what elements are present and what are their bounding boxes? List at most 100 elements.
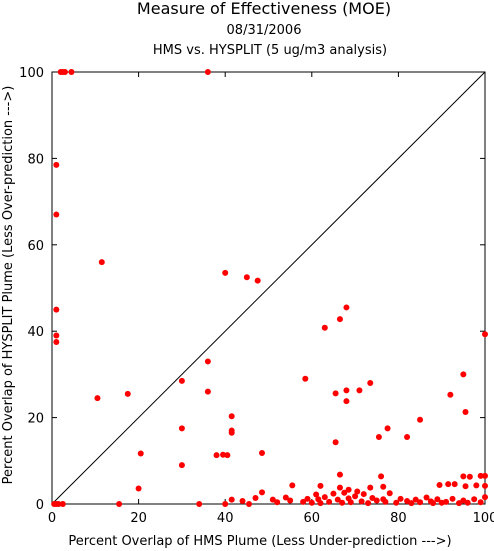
data-point xyxy=(68,69,75,75)
data-point xyxy=(336,316,343,323)
data-point xyxy=(259,489,266,496)
data-points xyxy=(51,69,488,507)
data-point xyxy=(269,496,276,503)
x-tick-label: 100 xyxy=(473,511,494,526)
data-point xyxy=(367,484,374,491)
data-point xyxy=(462,408,469,415)
data-point xyxy=(423,494,430,501)
data-point xyxy=(460,473,467,480)
data-point xyxy=(378,473,385,480)
data-point xyxy=(347,499,354,506)
data-point xyxy=(53,332,60,339)
data-point xyxy=(482,472,488,479)
data-point xyxy=(289,482,296,489)
data-point xyxy=(116,501,123,507)
data-point xyxy=(204,358,211,365)
data-point xyxy=(462,483,469,490)
data-point xyxy=(55,501,62,507)
data-point xyxy=(436,481,443,488)
data-point xyxy=(334,496,341,503)
data-point xyxy=(53,339,60,345)
data-point xyxy=(282,494,289,501)
data-point xyxy=(336,484,343,491)
data-point xyxy=(471,496,478,503)
data-point xyxy=(354,488,361,495)
data-point xyxy=(228,496,235,503)
x-axis-label: Percent Overlap of HMS Plume (Less Under… xyxy=(68,534,451,549)
data-point xyxy=(417,416,424,423)
data-point xyxy=(61,69,68,75)
data-point xyxy=(336,471,343,478)
plot-frame xyxy=(51,71,486,505)
data-point xyxy=(482,494,488,501)
x-tick-label: 60 xyxy=(304,511,321,526)
data-point xyxy=(339,499,346,506)
data-point xyxy=(326,498,333,505)
data-point xyxy=(352,493,359,500)
data-point xyxy=(384,425,391,432)
y-tick-label: 100 xyxy=(19,66,44,81)
data-point xyxy=(308,499,315,506)
data-point xyxy=(53,161,60,168)
data-point xyxy=(382,498,389,505)
x-tick-label: 20 xyxy=(130,511,147,526)
data-point xyxy=(302,375,309,382)
data-point xyxy=(330,490,337,497)
data-point xyxy=(300,498,307,505)
y-tick-label: 80 xyxy=(27,152,44,167)
data-point xyxy=(482,331,488,338)
data-point xyxy=(204,388,211,395)
data-point xyxy=(196,501,203,507)
data-point xyxy=(380,483,387,490)
data-point xyxy=(343,398,350,405)
data-point xyxy=(445,481,452,488)
data-point xyxy=(477,499,484,506)
data-point xyxy=(341,489,348,496)
data-point xyxy=(375,434,382,441)
data-point xyxy=(360,491,367,498)
data-point xyxy=(178,425,185,432)
y-tick-label: 20 xyxy=(27,412,44,427)
data-point xyxy=(321,324,328,331)
data-point xyxy=(178,462,185,469)
data-point xyxy=(434,496,441,503)
data-point xyxy=(464,499,471,506)
chart-date: 08/31/2006 xyxy=(227,23,302,38)
data-point xyxy=(287,497,294,504)
data-point xyxy=(386,490,393,497)
diagonal-reference-line xyxy=(51,71,486,505)
data-point xyxy=(59,501,66,507)
data-point xyxy=(178,377,185,384)
data-point xyxy=(252,494,259,501)
data-point xyxy=(239,497,246,504)
data-point xyxy=(228,413,235,420)
data-point xyxy=(482,482,488,489)
data-point xyxy=(345,486,352,493)
data-point xyxy=(228,429,235,436)
data-point xyxy=(367,380,374,387)
data-point xyxy=(124,390,131,397)
data-point xyxy=(451,481,458,488)
data-point xyxy=(477,472,484,479)
data-point xyxy=(274,499,281,506)
data-point xyxy=(259,450,266,457)
x-tick-label: 40 xyxy=(217,511,234,526)
chart-subtitle: HMS vs. HYSPLIT (5 ug/m3 analysis) xyxy=(153,43,387,58)
data-point xyxy=(135,485,142,492)
y-tick-label: 0 xyxy=(36,498,44,513)
data-point xyxy=(456,500,463,507)
data-point xyxy=(332,390,339,397)
data-point xyxy=(304,495,311,502)
data-point xyxy=(222,269,229,276)
y-tick-label: 40 xyxy=(27,325,44,340)
data-point xyxy=(343,304,350,311)
x-tick-label: 80 xyxy=(390,511,407,526)
data-point xyxy=(220,451,227,458)
data-point xyxy=(365,500,372,507)
data-point xyxy=(343,387,350,394)
data-point xyxy=(94,395,101,402)
data-point xyxy=(243,274,250,281)
data-point xyxy=(430,500,437,507)
data-point xyxy=(443,498,450,505)
